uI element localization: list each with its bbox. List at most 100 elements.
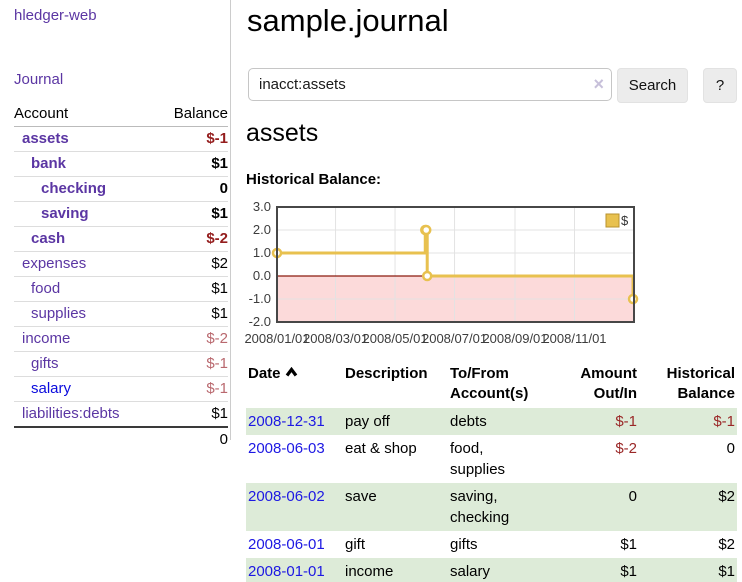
- balance-column-header: Historical Balance: [666, 365, 735, 402]
- transaction-amount: $1: [549, 558, 639, 582]
- y-tick-label: 1.0: [253, 245, 271, 260]
- help-button[interactable]: ?: [703, 68, 737, 103]
- transaction-balance: 0: [726, 440, 735, 457]
- account-page-title: assets: [246, 119, 319, 147]
- account-link-liabilities-debts[interactable]: liabilities:debts: [22, 405, 120, 422]
- account-link-salary[interactable]: salary: [31, 380, 72, 397]
- account-link-gifts[interactable]: gifts: [31, 355, 59, 372]
- register-row: 2008-12-31 pay off debts $-1 $-1: [246, 408, 737, 435]
- transaction-description: income: [343, 558, 448, 582]
- account-balance: $-1: [155, 351, 228, 377]
- sidebar-item-journal[interactable]: Journal: [14, 71, 64, 88]
- transaction-accounts: saving, checking: [448, 483, 549, 531]
- register-table: Date Description To/From Account(s) Amou…: [246, 362, 737, 582]
- account-row-cash: cash $-2: [14, 226, 228, 252]
- description-column-header: Description: [345, 365, 428, 382]
- account-balance: 0: [155, 176, 228, 202]
- account-link-assets[interactable]: assets: [22, 130, 69, 147]
- transaction-description: eat & shop: [345, 440, 417, 457]
- register-row: 2008-06-02 save saving, checking 0 $2: [246, 483, 737, 531]
- account-link-expenses[interactable]: expenses: [22, 255, 87, 272]
- search-input[interactable]: [248, 68, 612, 101]
- transaction-accounts: gifts: [450, 536, 478, 553]
- transaction-amount: $-2: [615, 440, 637, 457]
- transaction-date-link[interactable]: 2008-06-01: [248, 536, 325, 553]
- legend-label: $: [621, 213, 629, 228]
- transaction-accounts: debts: [448, 408, 549, 435]
- account-row-food: food $1: [14, 276, 228, 302]
- y-tick-label: 2.0: [253, 222, 271, 237]
- transaction-amount: 0: [549, 483, 639, 531]
- y-tick-label: -1.0: [249, 291, 271, 306]
- account-row-assets: assets $-1: [14, 126, 228, 152]
- account-balance: $1: [155, 201, 228, 227]
- page-title: sample.journal: [247, 3, 449, 38]
- sort-ascending-icon: [285, 364, 298, 384]
- historical-balance-chart-svg: $3.0 2.0 1.0 0.0 -1.0 -2.0 2008/01/012008/03/0…: [244, 199, 639, 346]
- account-link-checking[interactable]: checking: [41, 180, 107, 197]
- date-column-header[interactable]: Date: [246, 362, 343, 408]
- account-balance: $1: [155, 401, 228, 428]
- accounts-header-row: Account Balance: [14, 103, 228, 127]
- account-link-bank[interactable]: bank: [31, 155, 67, 172]
- x-tick-label: 2008/03/01: [303, 331, 368, 346]
- y-tick-label: -2.0: [249, 314, 271, 329]
- transaction-amount: $1: [620, 536, 637, 553]
- account-balance: $-2: [155, 326, 228, 352]
- account-row-income: income $-2: [14, 326, 228, 352]
- transaction-date-link[interactable]: 2008-06-02: [248, 488, 325, 505]
- transaction-accounts: salary: [448, 558, 549, 582]
- sidebar-divider: [230, 0, 231, 440]
- y-tick-label: 3.0: [253, 199, 271, 214]
- account-row-liabilities-debts: liabilities:debts $1: [14, 401, 228, 428]
- balance-column-header: Balance: [155, 103, 228, 127]
- register-row: 2008-06-03 eat & shop food, supplies $-2…: [246, 435, 737, 483]
- x-tick-label: 2008/11/01: [542, 331, 606, 346]
- account-row-saving: saving $1: [14, 201, 228, 227]
- account-link-cash[interactable]: cash: [31, 230, 66, 247]
- account-row-bank: bank $1: [14, 151, 228, 177]
- accounts-balance-table: Account Balance assets $-1 bank $1 check…: [14, 103, 228, 452]
- account-row-checking: checking 0: [14, 176, 228, 202]
- amount-column-header: Amount Out/In: [580, 365, 637, 402]
- transaction-balance: $2: [639, 483, 737, 531]
- search-button[interactable]: Search: [617, 68, 688, 103]
- account-balance: $1: [155, 301, 228, 327]
- x-tick-label: 2008/07/01: [422, 331, 487, 346]
- accounts-column-header: To/From Account(s): [450, 365, 529, 402]
- transaction-balance: $-1: [639, 408, 737, 435]
- account-link-food[interactable]: food: [31, 280, 61, 297]
- transaction-amount: $-1: [549, 408, 639, 435]
- historical-balance-chart: $3.0 2.0 1.0 0.0 -1.0 -2.0 2008/01/01 2008/03/0…: [237, 198, 742, 350]
- accounts-column-header: Account: [14, 103, 156, 127]
- register-header-row: Date Description To/From Account(s) Amou…: [246, 362, 737, 408]
- account-link-saving[interactable]: saving: [41, 205, 89, 222]
- transaction-date-link[interactable]: 2008-12-31: [248, 413, 325, 430]
- x-tick-label: 2008/05/01: [362, 331, 427, 346]
- account-balance: $-1: [155, 126, 228, 152]
- transaction-description: save: [343, 483, 448, 531]
- account-balance: $1: [155, 151, 228, 177]
- transaction-balance: $2: [718, 536, 735, 553]
- account-row-gifts: gifts $-1: [14, 351, 228, 377]
- accounts-total-row: 0: [14, 426, 228, 452]
- y-tick-label: 0.0: [253, 268, 271, 283]
- search-box: ×: [248, 68, 612, 101]
- app-brand-link[interactable]: hledger-web: [14, 7, 97, 24]
- account-link-supplies[interactable]: supplies: [31, 305, 87, 322]
- transaction-balance: $1: [639, 558, 737, 582]
- account-row-expenses: expenses $2: [14, 251, 228, 277]
- transaction-date-link[interactable]: 2008-01-01: [248, 563, 325, 580]
- account-row-salary: salary $-1: [14, 376, 228, 402]
- account-link-income[interactable]: income: [22, 330, 71, 347]
- chart-label: Historical Balance:: [246, 171, 382, 188]
- x-tick-label: 2008/01/01: [244, 331, 309, 346]
- accounts-total-value: 0: [155, 426, 228, 452]
- transaction-description: pay off: [343, 408, 448, 435]
- transaction-date-link[interactable]: 2008-06-03: [248, 440, 325, 457]
- clear-search-icon[interactable]: ×: [593, 74, 604, 94]
- account-balance: $-2: [155, 226, 228, 252]
- account-balance: $2: [155, 251, 228, 277]
- legend-swatch: [605, 213, 620, 228]
